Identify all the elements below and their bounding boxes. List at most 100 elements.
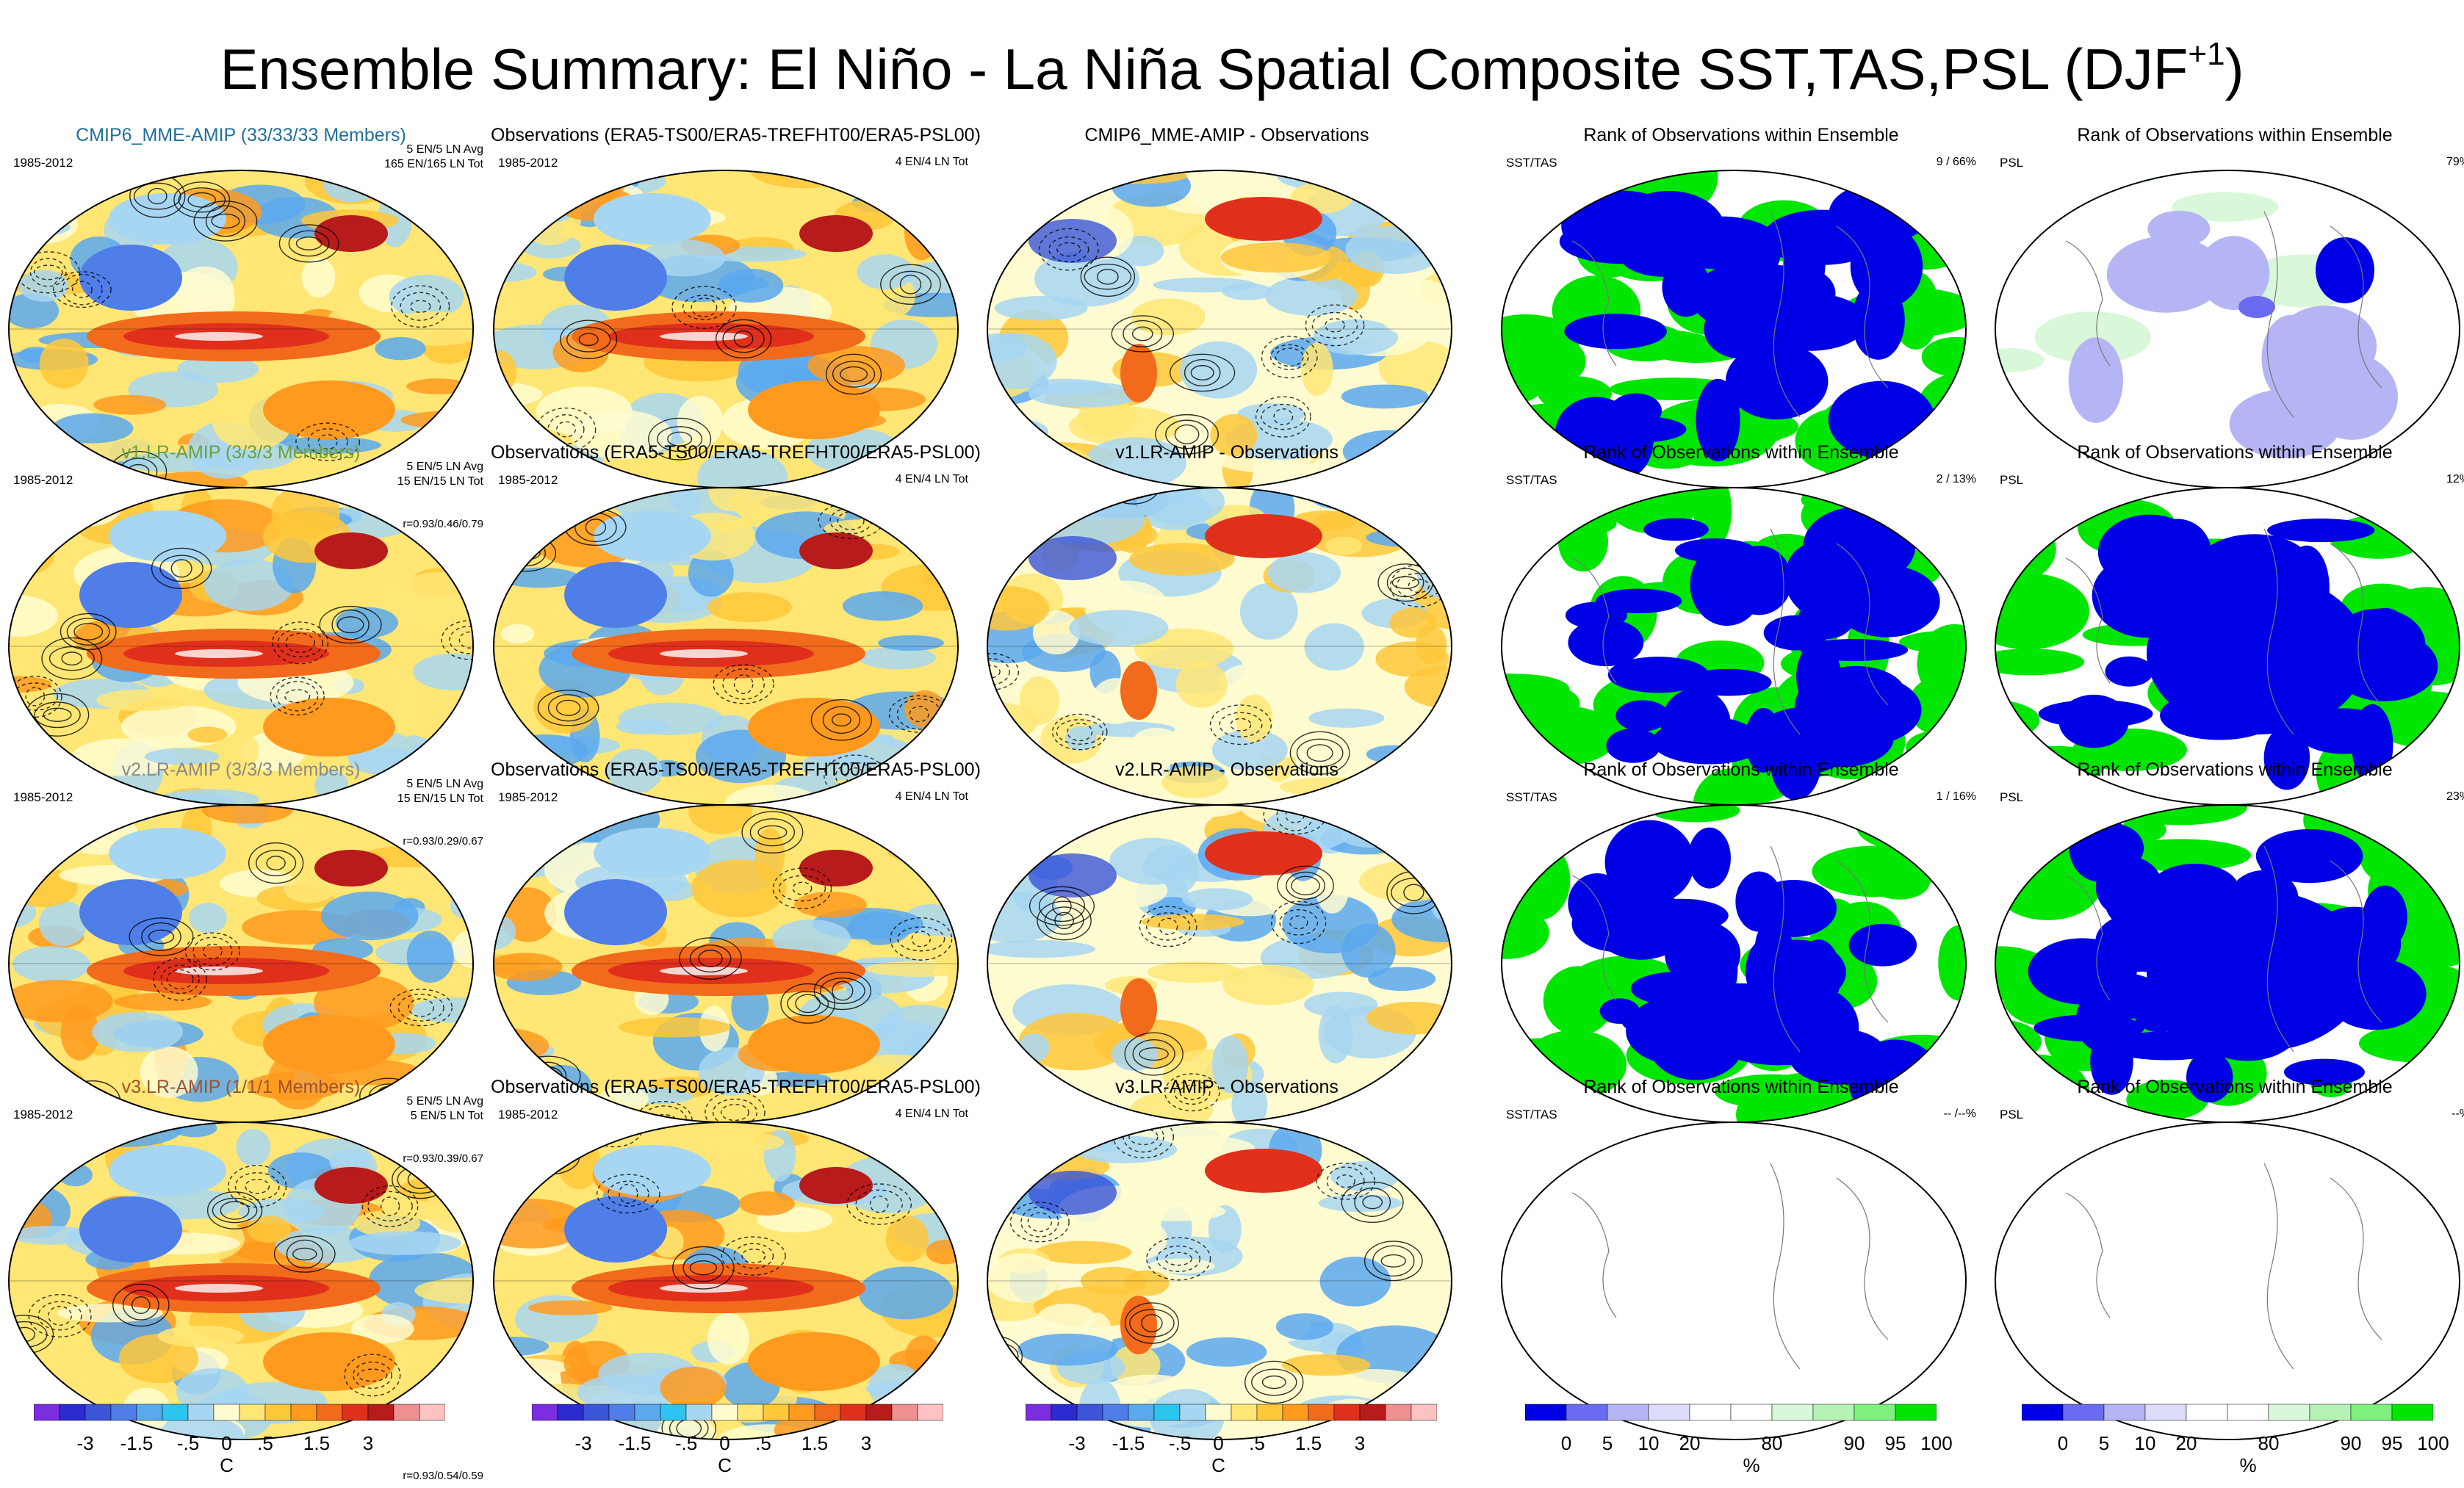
difference-panel: v3.LR-AMIP - Observations [984,1077,1469,1488]
colorbar-swatch [1102,1404,1129,1421]
rank-variable-label: SST/TAS [1506,473,1557,487]
temperature-map [8,170,474,488]
colorbar-unit-label: C [1211,1454,1225,1476]
colorbar-unit-label: C [220,1454,234,1476]
colorbar-tick-label: -1.5 [618,1432,652,1454]
colorbar-swatch [1730,1404,1773,1421]
rank-title: Rank of Observations within Ensemble [2077,125,2393,145]
model-panel: v1.LR-AMIP (3/3/3 Members) 1985-2012 5 EN/… [6,442,491,853]
colorbar-swatch [2103,1404,2146,1421]
colorbar-tick-label: .5 [1249,1432,1265,1454]
rank-percent-label: 2 / 13% [1936,473,1976,485]
colorbar-tick-label: -.5 [1168,1432,1192,1454]
rank-map [1501,170,1967,488]
colorbar-unit-label: % [1743,1454,1760,1476]
colorbar-tick-label: 0 [221,1432,232,1454]
colorbar-swatch [1333,1404,1361,1421]
rank-map [1501,487,1967,806]
colorbar: -3 -1.5 -.5 0 .5 1.5 3 C [532,1398,943,1479]
rank-variable-label: SST/TAS [1506,1108,1557,1122]
colorbar-swatch [1812,1404,1855,1421]
colorbar-swatch [110,1404,137,1421]
colorbar-swatch [917,1404,943,1421]
colorbar-swatch [1051,1404,1078,1421]
colorbar-tick-label: 80 [2258,1432,2280,1454]
colorbar-swatch [1607,1404,1649,1421]
temperature-map [8,804,474,1123]
rank-title: Rank of Observations within Ensemble [2077,442,2393,463]
model-title: v3.LR-AMIP (1/1/1 Members) [121,1077,361,1097]
period-label: 1985-2012 [13,473,73,487]
observations-title: Observations (ERA5-TS00/ERA5-TREFHT00/ER… [491,1077,981,1097]
colorbar-swatch [1854,1404,1896,1421]
colorbar-swatches [1026,1404,1437,1421]
composite-count-label: 4 EN/4 LN Tot [895,790,968,803]
colorbar-swatches [34,1404,445,1421]
colorbar-swatch [1411,1404,1437,1421]
temperature-map [8,487,474,806]
observations-panel: Observations (ERA5-TS00/ERA5-TREFHT00/ER… [491,1077,981,1488]
colorbar-swatch [187,1404,215,1421]
colorbar-swatch [367,1404,395,1421]
colorbar-swatch [1359,1404,1386,1421]
colorbar-tick-label: -3 [76,1432,94,1454]
colorbar-swatch [84,1404,112,1421]
colorbar-tick-label: -.5 [176,1432,200,1454]
colorbar: 0 5 10 20 80 90 95 100% [2022,1398,2449,1479]
colorbar-swatch [264,1404,292,1421]
difference-map [987,487,1452,806]
rank-percent-label: -- /--% [1943,1108,1976,1120]
composite-count-label: 5 EN/5 LN Avg 15 EN/15 LN Tot [397,461,483,488]
rank-title: Rank of Observations within Ensemble [1583,442,1899,463]
colorbar-unit-label: % [2239,1454,2257,1476]
observations-panel: Observations (ERA5-TS00/ERA5-TREFHT00/ER… [491,125,981,536]
colorbar-swatch [1308,1404,1335,1421]
colorbar-tick-label: 1.5 [1294,1432,1322,1454]
temperature-map [493,170,959,488]
colorbar-swatch [1385,1404,1412,1421]
colorbar-tick-label: 3 [362,1432,374,1454]
observations-panel: Observations (ERA5-TS00/ERA5-TREFHT00/ER… [491,759,981,1171]
colorbar-tick-label: 1.5 [303,1432,331,1454]
colorbar-swatch [865,1404,893,1421]
temperature-map [8,1122,474,1440]
colorbar-tick-label: 0 [1560,1432,1572,1454]
colorbar-swatch [2391,1404,2433,1421]
rank-variable-label: PSL [2000,473,2024,487]
colorbar-swatch [1231,1404,1258,1421]
rank-psl-panel: Rank of Observations within Ensemble PSL -… [1992,1077,2464,1488]
observations-title: Observations (ERA5-TS00/ERA5-TREFHT00/ER… [491,759,981,780]
colorbar-tick-label: -1.5 [120,1432,154,1454]
colorbar-swatch [419,1404,445,1421]
colorbar-swatch [557,1404,584,1421]
colorbar-tick-label: 3 [1354,1432,1366,1454]
rank-variable-label: SST/TAS [1506,156,1557,170]
colorbar-tick-label: 90 [1843,1432,1865,1454]
difference-panel: v1.LR-AMIP - Observations [984,442,1469,853]
colorbar-tick-label: 95 [2381,1432,2403,1454]
colorbar-swatches [1525,1404,1937,1421]
pattern-correlation-label: r=0.93/0.46/0.79 [403,518,483,530]
rank-variable-label: SST/TAS [1506,790,1557,804]
observations-title: Observations (ERA5-TS00/ERA5-TREFHT00/ER… [491,125,981,145]
colorbar-tick-label: 90 [2340,1432,2362,1454]
composite-count-label: 4 EN/4 LN Tot [895,1108,968,1120]
colorbar-tick-label: -3 [1068,1432,1086,1454]
colorbar-swatch [1771,1404,1814,1421]
rank-percent-label: --% [2452,1108,2464,1120]
colorbar-tick-label: .5 [257,1432,273,1454]
colorbar-swatch [2350,1404,2393,1421]
colorbar-swatches [532,1404,943,1421]
rank-psl-panel: Rank of Observations within Ensemble PSL 1… [1992,442,2464,853]
difference-title: CMIP6_MME-AMIP - Observations [1084,125,1369,145]
rank-percent-label: 23% [2446,790,2464,803]
colorbar-unit-label: C [718,1454,732,1476]
rank-map [1501,804,1967,1123]
composite-count-label: 5 EN/5 LN Avg 5 EN/5 LN Tot [406,1095,483,1122]
period-label: 1985-2012 [498,156,558,170]
difference-title: v1.LR-AMIP - Observations [1115,442,1339,463]
model-title: CMIP6_MME-AMIP (33/33/33 Members) [76,125,406,145]
colorbar-swatch [1128,1404,1155,1421]
colorbar-tick-label: 10 [1638,1432,1660,1454]
temperature-map [493,487,959,806]
